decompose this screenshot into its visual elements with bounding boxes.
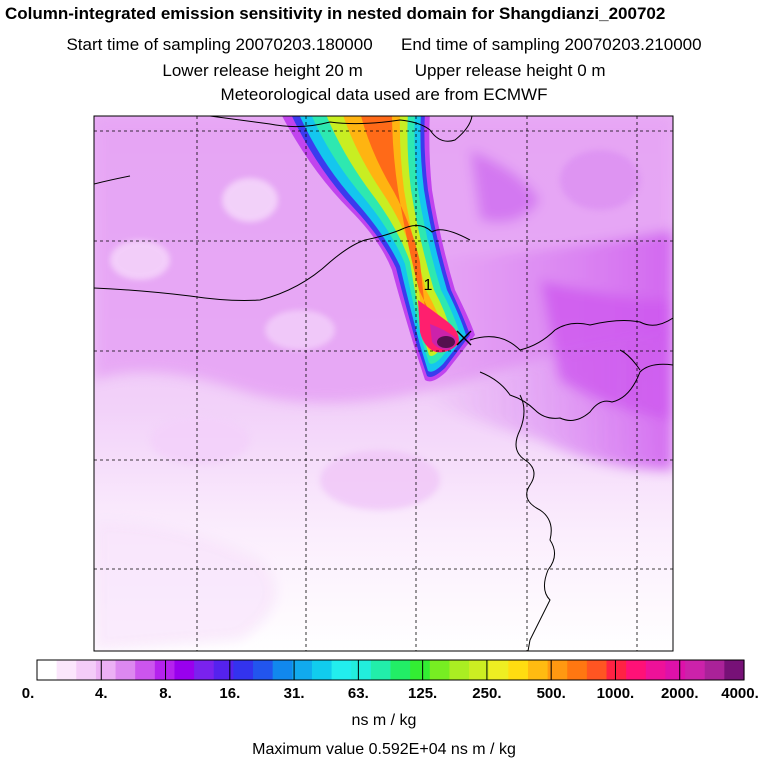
legend-color-cell	[606, 660, 627, 680]
map-frame	[93, 115, 674, 652]
legend-color-cell	[449, 660, 470, 680]
legend-color-cell	[488, 660, 509, 680]
legend-color-cell	[56, 660, 77, 680]
maximum-value-label: Maximum value 0.592E+04 ns m / kg	[252, 741, 516, 758]
receptor-marker	[456, 330, 472, 346]
legend-color-cell	[292, 660, 313, 680]
plume	[282, 116, 475, 382]
legend-color-cell	[469, 660, 490, 680]
end-time-label: End time of sampling 20070203.210000	[401, 35, 702, 54]
legend-tick-label: 4000.	[721, 685, 759, 702]
legend-color-cell	[37, 660, 58, 680]
legend-tick-label: 8.	[159, 685, 172, 702]
legend-color-cell	[351, 660, 372, 680]
met-data-label: Meteorological data used are from ECMWF	[220, 85, 548, 104]
legend-color-cell	[115, 660, 136, 680]
legend-color-cell	[154, 660, 176, 680]
graticule	[94, 116, 673, 651]
release-height-line: Lower release height 20 m Upper release …	[0, 61, 768, 81]
legend-color-cell	[586, 660, 608, 680]
legend-color-cell	[213, 660, 234, 680]
legend-color-cell	[174, 660, 195, 680]
legend-color-cell	[665, 660, 686, 680]
upper-release-label: Upper release height 0 m	[414, 61, 606, 80]
release-marker-label: 1	[424, 277, 433, 294]
legend-color-cell	[95, 660, 117, 680]
legend-color-cell	[331, 660, 352, 680]
legend-tick-label: 250.	[472, 685, 502, 702]
map-title: Column-integrated emission sensitivity i…	[5, 4, 666, 23]
lower-release-label: Lower release height 20 m	[162, 61, 363, 80]
legend-tick-label: 0.	[21, 685, 35, 702]
sampling-time-line: Start time of sampling 20070203.180000 E…	[0, 35, 768, 55]
legend-color-cell	[76, 660, 97, 680]
legend-tick-label: 31.	[283, 685, 305, 702]
legend-color-cell	[547, 660, 568, 680]
legend-color-cell	[272, 660, 293, 680]
concentration-field	[94, 116, 673, 651]
legend-tick-label: 2000.	[660, 685, 699, 702]
legend-tick-label: 125.	[408, 685, 438, 702]
legend-color-cell	[645, 660, 667, 680]
legend-tick-label: 16.	[219, 685, 241, 702]
start-time-label: Start time of sampling 20070203.180000	[66, 35, 373, 54]
legend-color-cell	[253, 660, 274, 680]
legend-color-cell	[370, 660, 392, 680]
legend-color-cell	[527, 660, 549, 680]
legend-tick-label: 4.	[95, 685, 108, 702]
legend-color-cell	[508, 660, 529, 680]
legend-color-cell	[194, 660, 215, 680]
legend-color-cell	[567, 660, 588, 680]
coastlines	[94, 116, 673, 651]
legend-color-cell	[410, 660, 431, 680]
legend-color-cell	[390, 660, 411, 680]
legend-color-cell	[311, 660, 333, 680]
legend-color-cell	[135, 660, 156, 680]
legend-color-cell	[685, 660, 706, 680]
legend-tick-label: 500.	[536, 685, 566, 702]
legend-tick-label: 1000.	[596, 685, 635, 702]
legend-color-cell	[724, 660, 745, 680]
legend-color-cell	[429, 660, 451, 680]
legend-tick-label: 63.	[347, 685, 369, 702]
legend-unit-label: ns m / kg	[351, 712, 417, 729]
legend-color-cell	[626, 660, 647, 680]
legend-color-cell	[233, 660, 254, 680]
legend-color-cell	[704, 660, 725, 680]
